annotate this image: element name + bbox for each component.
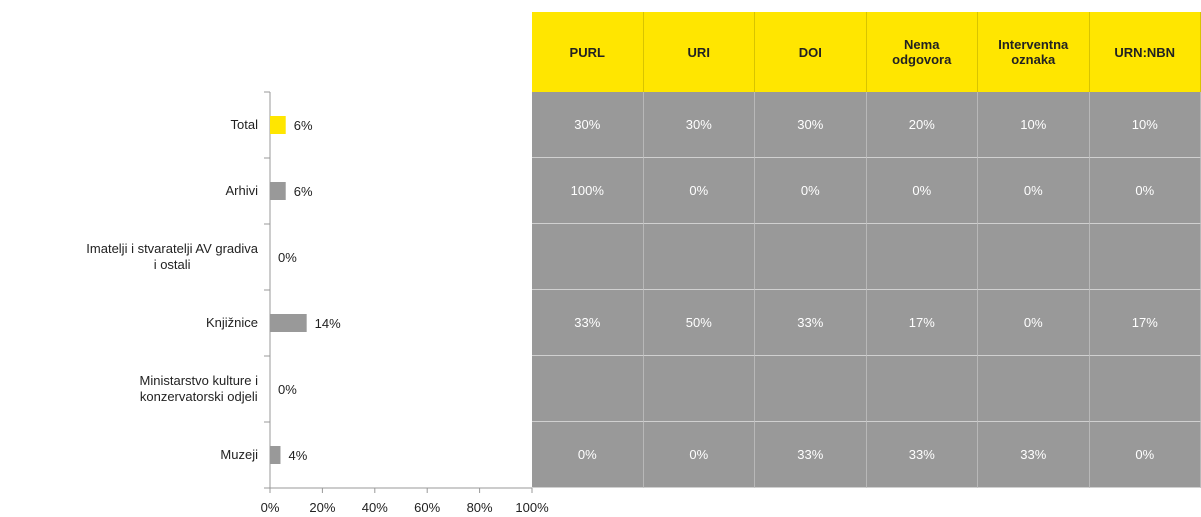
- table-cell: 100%: [532, 158, 644, 224]
- column-header: Nema odgovora: [866, 12, 978, 92]
- x-tick-label: 80%: [466, 500, 493, 515]
- value-label: 6%: [294, 184, 313, 199]
- bar: [270, 116, 286, 134]
- bar: [270, 446, 281, 464]
- category-label: Imatelji i stvaratelji AV gradiva i osta…: [86, 241, 258, 272]
- table-cell: [978, 356, 1090, 422]
- bar: [270, 314, 307, 332]
- x-tick-label: 100%: [515, 500, 549, 515]
- table-cell: 33%: [755, 422, 867, 488]
- value-label: 6%: [294, 118, 313, 133]
- value-label: 4%: [288, 448, 307, 463]
- table-cell: 33%: [755, 290, 867, 356]
- table-cell: 30%: [532, 92, 644, 158]
- table-cell: [1089, 224, 1201, 290]
- table-cell: [1089, 356, 1201, 422]
- x-tick-label: 60%: [414, 500, 441, 515]
- category-label: Total: [230, 117, 258, 132]
- table-cell: [643, 356, 755, 422]
- table-cell: [755, 224, 867, 290]
- table-cell: 0%: [755, 158, 867, 224]
- table-cell: [532, 224, 644, 290]
- table-cell: 30%: [643, 92, 755, 158]
- table-cell: 50%: [643, 290, 755, 356]
- table-cell: 0%: [643, 158, 755, 224]
- category-label: Knjižnice: [205, 315, 258, 330]
- table-cell: 0%: [978, 158, 1090, 224]
- column-header: URN:NBN: [1089, 12, 1201, 92]
- table-cell: 0%: [866, 158, 978, 224]
- value-label: 0%: [278, 250, 297, 265]
- table-cell: 0%: [532, 422, 644, 488]
- table-cell: 33%: [532, 290, 644, 356]
- table-cell: [643, 224, 755, 290]
- table-cell: 0%: [978, 290, 1090, 356]
- table-cell: 0%: [1089, 422, 1201, 488]
- table-cell: [978, 224, 1090, 290]
- category-label: Arhivi: [225, 183, 258, 198]
- column-header: URI: [643, 12, 755, 92]
- bar: [270, 182, 286, 200]
- value-label: 0%: [278, 382, 297, 397]
- table-cell: [755, 356, 867, 422]
- table-cell: 0%: [1089, 158, 1201, 224]
- table-cell: 20%: [866, 92, 978, 158]
- table-cell: 17%: [1089, 290, 1201, 356]
- table-cell: 33%: [866, 422, 978, 488]
- table-cell: 33%: [978, 422, 1090, 488]
- x-tick-label: 0%: [260, 500, 280, 515]
- x-tick-label: 20%: [309, 500, 336, 515]
- table-cell: [866, 356, 978, 422]
- column-header: Interventna oznaka: [978, 12, 1090, 92]
- x-tick-label: 40%: [361, 500, 388, 515]
- value-label: 14%: [315, 316, 341, 331]
- column-header: PURL: [532, 12, 644, 92]
- table-cell: [866, 224, 978, 290]
- category-label: Ministarstvo kulture i konzervatorski od…: [139, 373, 258, 404]
- table-cell: 10%: [1089, 92, 1201, 158]
- table-cell: 17%: [866, 290, 978, 356]
- table-cell: 0%: [643, 422, 755, 488]
- column-header: DOI: [755, 12, 867, 92]
- table-cell: 10%: [978, 92, 1090, 158]
- table-cell: [532, 356, 644, 422]
- category-label: Muzeji: [220, 447, 258, 462]
- table-cell: 30%: [755, 92, 867, 158]
